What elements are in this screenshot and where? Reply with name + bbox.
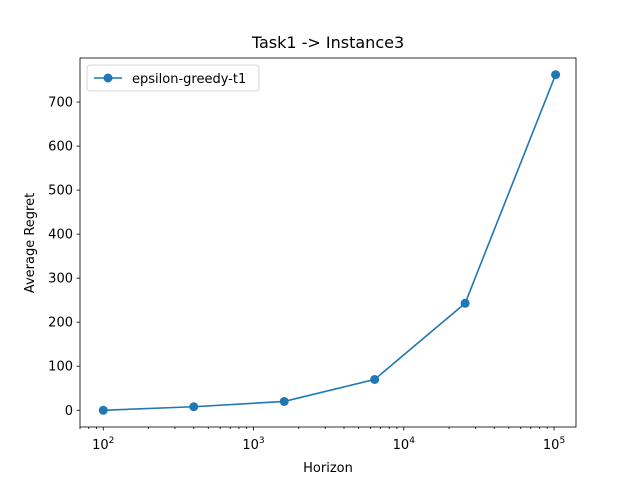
y-tick-label: 300 (48, 272, 73, 287)
data-point (370, 374, 380, 384)
x-axis-label: Horizon (303, 461, 353, 476)
x-tick-label-exponent: 5 (559, 436, 565, 446)
data-point (279, 396, 289, 406)
y-tick-label: 600 (48, 140, 73, 155)
x-tick-label: 103 (242, 436, 264, 453)
x-tick-label: 105 (543, 436, 565, 453)
y-tick-label: 0 (65, 404, 73, 419)
series-line (103, 74, 557, 412)
y-tick-label: 400 (48, 228, 73, 243)
x-tick-label-base: 10 (393, 438, 410, 453)
x-tick-label-exponent: 2 (109, 436, 115, 446)
axes-frame (79, 57, 577, 428)
chart-title: Task1 -> Instance3 (251, 33, 404, 52)
data-point (551, 70, 561, 80)
x-tick-label: 104 (393, 436, 416, 453)
x-tick-label-base: 10 (92, 438, 109, 453)
data-point (98, 405, 108, 415)
y-tick-label: 500 (48, 184, 73, 199)
data-point (189, 402, 199, 412)
legend-label: epsilon-greedy-t1 (132, 72, 246, 87)
x-tick-label-base: 10 (242, 438, 259, 453)
plot-area: 102 103 104 1050100200300400500600700epsilo… (48, 57, 577, 453)
data-point (460, 298, 470, 308)
x-tick-label: 102 (92, 436, 114, 453)
x-tick-label-base: 10 (543, 438, 560, 453)
legend-box (86, 64, 260, 92)
y-tick-label: 700 (48, 96, 73, 111)
y-tick-label: 100 (48, 360, 73, 375)
x-tick-label-exponent: 3 (259, 436, 265, 446)
y-axis-label: Average Regret (23, 193, 38, 293)
y-tick-label: 200 (48, 316, 73, 331)
x-tick-label-exponent: 4 (409, 436, 415, 446)
legend-marker (103, 73, 113, 83)
legend: epsilon-greedy-t1 (86, 64, 260, 92)
